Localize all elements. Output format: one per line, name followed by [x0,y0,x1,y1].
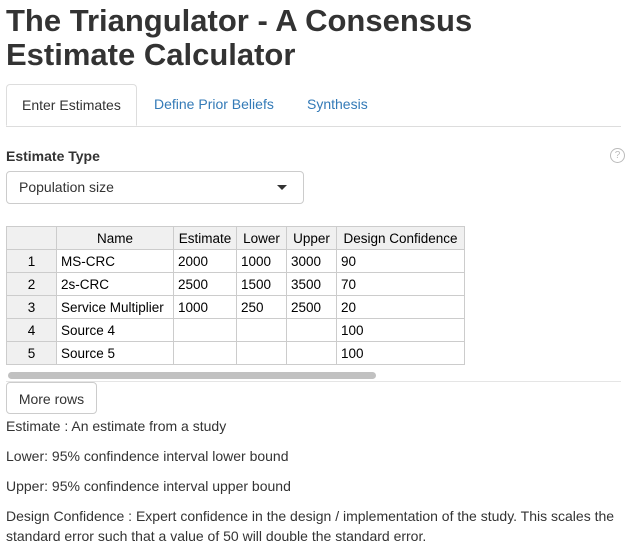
table-cell[interactable]: 2000 [173,249,237,273]
table-cell[interactable]: 2500 [286,295,337,319]
divider [6,381,621,382]
row-header[interactable]: 1 [6,249,57,273]
table-cell[interactable]: 2s-CRC [56,272,174,296]
table-cell[interactable]: 100 [336,318,465,342]
table-row: 4 Source 4 100 [6,318,465,342]
estimates-table: Name Estimate Lower Upper Design Confide… [6,226,465,365]
table-cell[interactable]: 90 [336,249,465,273]
tab-enter-estimates[interactable]: Enter Estimates [6,84,137,126]
table-row: 2 2s-CRC 2500 1500 3500 70 [6,272,465,296]
estimate-type-label: Estimate Type [6,148,100,164]
table-header-cell: Estimate [173,226,237,250]
chevron-down-icon [277,185,287,190]
table-cell[interactable]: Source 4 [56,318,174,342]
table-row: 1 MS-CRC 2000 1000 3000 90 [6,249,465,273]
table-cell[interactable]: 3500 [286,272,337,296]
table-cell[interactable]: 2500 [173,272,237,296]
question-circle-icon[interactable]: ? [610,148,625,163]
more-rows-button[interactable]: More rows [6,382,97,414]
table-cell[interactable]: 20 [336,295,465,319]
estimates-table-container: Name Estimate Lower Upper Design Confide… [6,226,621,381]
row-header[interactable]: 5 [6,341,57,365]
table-header-cell: Upper [286,226,337,250]
table-header-cell [6,226,57,250]
table-cell[interactable]: 3000 [286,249,337,273]
table-cell[interactable] [286,341,337,365]
row-header[interactable]: 4 [6,318,57,342]
tab-define-prior-beliefs[interactable]: Define Prior Beliefs [154,96,274,112]
table-header-row: Name Estimate Lower Upper Design Confide… [6,226,465,250]
lower-description: Lower: 95% confindence interval lower bo… [6,448,289,464]
table-cell[interactable] [173,318,237,342]
table-cell[interactable] [236,341,287,365]
tab-synthesis[interactable]: Synthesis [307,96,368,112]
table-cell[interactable]: Service Multiplier [56,295,174,319]
page-title: The Triangulator - A Consensus Estimate … [6,3,473,72]
estimate-description: Estimate : An estimate from a study [6,418,227,434]
table-cell[interactable]: 70 [336,272,465,296]
table-cell[interactable] [173,341,237,365]
table-row: 5 Source 5 100 [6,341,465,365]
table-cell[interactable]: 1500 [236,272,287,296]
table-cell[interactable]: Source 5 [56,341,174,365]
estimate-type-select[interactable]: Population size [6,171,304,204]
upper-description: Upper: 95% confindence interval upper bo… [6,478,291,494]
table-row: 3 Service Multiplier 1000 250 2500 20 [6,295,465,319]
scrollbar-thumb[interactable] [8,372,376,379]
horizontal-scrollbar[interactable] [6,371,621,381]
row-header[interactable]: 3 [6,295,57,319]
table-header-cell: Lower [236,226,287,250]
table-cell[interactable]: MS-CRC [56,249,174,273]
table-cell[interactable]: 100 [336,341,465,365]
table-cell[interactable] [236,318,287,342]
estimate-type-value: Population size [19,179,114,195]
table-cell[interactable]: 1000 [173,295,237,319]
table-cell[interactable] [286,318,337,342]
row-header[interactable]: 2 [6,272,57,296]
table-header-cell: Name [56,226,174,250]
table-header-cell: Design Confidence [336,226,465,250]
design-confidence-description: Design Confidence : Expert confidence in… [6,508,615,544]
tab-bar: Enter Estimates Define Prior Beliefs Syn… [6,84,621,127]
table-cell[interactable]: 1000 [236,249,287,273]
table-cell[interactable]: 250 [236,295,287,319]
